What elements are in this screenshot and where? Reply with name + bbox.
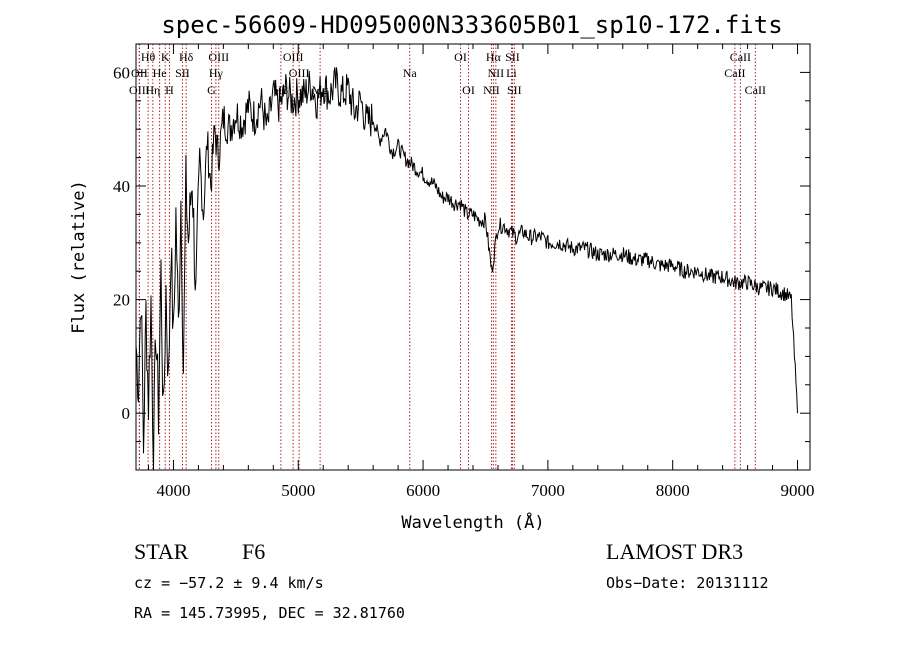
spectral-line-label: CaII bbox=[724, 66, 745, 80]
survey-name: LAMOST DR3 bbox=[606, 539, 743, 564]
coordinates: RA = 145.73995, DEC = 32.81760 bbox=[134, 604, 405, 622]
flux-series-line bbox=[135, 67, 798, 471]
spectral-line-label: Hη bbox=[145, 83, 160, 97]
spectral-line-label: K bbox=[161, 50, 170, 64]
y-tick-label: 60 bbox=[113, 63, 130, 82]
spectral-line-label: CaII bbox=[730, 50, 751, 64]
spectral-lines-layer bbox=[138, 44, 756, 470]
spectral-line-label: Hγ bbox=[209, 66, 224, 80]
x-tick-label: 4000 bbox=[156, 481, 190, 500]
spectral-line-label: Na bbox=[403, 66, 418, 80]
flux-layer bbox=[135, 67, 798, 471]
x-tick-label: 7000 bbox=[531, 481, 565, 500]
spectral-line-label: CaII bbox=[745, 83, 766, 97]
spectral-line-label: Hθ bbox=[141, 50, 156, 64]
observation-date: Obs−Date: 20131112 bbox=[606, 574, 769, 592]
spectral-line-label: SII bbox=[507, 83, 522, 97]
spectral-line-label: OIII bbox=[129, 83, 150, 97]
spectral-line-label: He bbox=[153, 66, 167, 80]
x-tick-label: 5000 bbox=[281, 481, 315, 500]
x-tick-label: 9000 bbox=[781, 481, 815, 500]
y-axis-label: Flux (relative) bbox=[69, 180, 89, 334]
chart-title: spec-56609-HD095000N333605B01_sp10-172.f… bbox=[161, 11, 782, 39]
redshift-velocity: cz = −57.2 ± 9.4 km/s bbox=[134, 574, 324, 592]
spectral-line-label: Li bbox=[506, 66, 517, 80]
spectral-line-label: NII bbox=[483, 83, 500, 97]
y-axis-ticks: 0 20 40 60 bbox=[113, 43, 810, 471]
y-tick-label: 20 bbox=[113, 291, 130, 310]
x-axis-label: Wavelength (Å) bbox=[401, 511, 544, 533]
spectral-line-label: OIII bbox=[283, 50, 304, 64]
spectral-line-label: SII bbox=[505, 50, 520, 64]
x-tick-label: 6000 bbox=[406, 481, 440, 500]
y-tick-label: 0 bbox=[122, 404, 131, 423]
spectral-line-label: OI bbox=[454, 50, 467, 64]
spectral-line-label: OIII bbox=[289, 66, 310, 80]
spectral-line-label: OIII bbox=[208, 50, 229, 64]
spectral-line-label: G bbox=[207, 83, 216, 97]
spectral-line-label: SII bbox=[175, 66, 190, 80]
y-tick-label: 40 bbox=[113, 177, 130, 196]
x-axis-ticks: 4000 5000 6000 7000 8000 9000 bbox=[147, 44, 815, 500]
object-class: STAR bbox=[134, 539, 189, 564]
spectral-line-label: OII bbox=[131, 66, 148, 80]
spectral-line-label: H bbox=[165, 83, 174, 97]
spectral-line-label: Hδ bbox=[179, 50, 194, 64]
x-tick-label: 8000 bbox=[656, 481, 690, 500]
spectral-line-label: NII bbox=[488, 66, 505, 80]
object-subclass: F6 bbox=[242, 539, 265, 564]
spectral-line-label: OI bbox=[462, 83, 475, 97]
spectral-line-label: Hα bbox=[486, 50, 502, 64]
